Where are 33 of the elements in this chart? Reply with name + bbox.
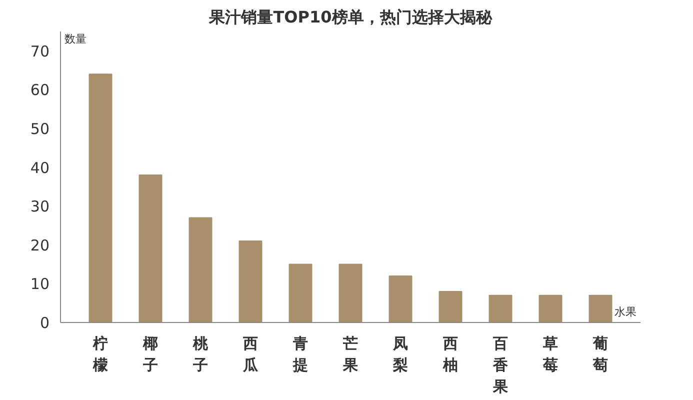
x-tick-label: 葡萄 [592,334,608,374]
y-tick-label: 20 [30,236,50,254]
x-tick-label: 椰子 [142,334,158,374]
bar [538,294,562,322]
y-axis-title: 数量 [64,32,86,46]
x-tick-label: 百香果 [492,334,509,396]
bar [438,290,462,322]
x-tick-label: 芒果 [342,334,359,374]
x-tick-label: 西瓜 [242,334,259,374]
x-tick-label: 青提 [292,334,308,374]
x-tick-label: 凤梨 [392,334,408,374]
bar [188,217,212,322]
y-tick-label: 50 [30,120,50,138]
x-axis-title: 水果 [614,306,636,318]
bar [588,294,612,322]
y-tick-label: 0 [40,314,50,332]
x-tick-label: 柠檬 [92,334,109,374]
bar [338,264,362,322]
bar [88,74,112,322]
chart-title: 果汁销量TOP10榜单，热门选择大揭秘 [208,8,493,26]
bar [238,240,262,322]
y-tick-label: 70 [30,42,50,60]
x-tick-label: 桃子 [192,334,209,374]
y-tick-label: 60 [30,81,50,100]
bar [138,174,162,322]
y-tick-label: 40 [30,158,50,177]
x-tick-label: 西柚 [442,334,458,374]
bar [388,275,412,322]
x-tick-label: 草莓 [542,334,558,374]
y-tick-label: 30 [30,198,50,216]
bar [288,264,312,322]
bar [488,294,512,322]
y-tick-label: 10 [30,275,50,294]
